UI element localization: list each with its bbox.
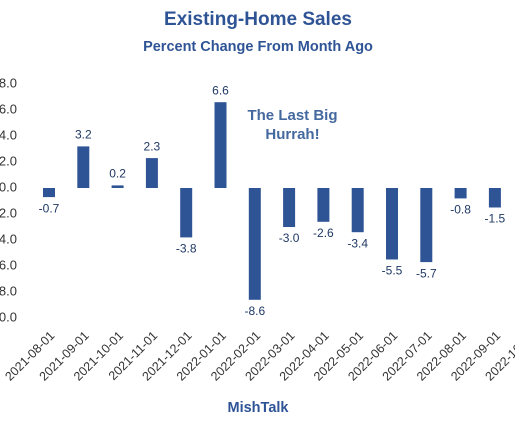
- bar: [488, 188, 501, 208]
- y-tick-label: 0.0: [0, 179, 17, 194]
- bar: [111, 185, 124, 188]
- data-label: -5.5: [382, 264, 403, 278]
- bar: [77, 146, 90, 188]
- bar: [386, 188, 398, 260]
- y-tick-label: -2.0: [0, 205, 17, 220]
- bar: [180, 188, 193, 238]
- annotation-box: The Last Big Hurrah!: [247, 107, 338, 143]
- data-label: -3.4: [347, 236, 368, 250]
- y-tick-label: -10.0: [0, 309, 17, 324]
- y-tick-label: -4.0: [0, 231, 17, 246]
- data-label: -2.6: [313, 226, 334, 240]
- data-label: -3.8: [176, 242, 197, 256]
- chart-subtitle: Percent Change From Month Ago: [143, 39, 373, 55]
- y-tick-label: 6.0: [0, 101, 17, 116]
- annotation: The Last Big Hurrah!: [247, 107, 338, 143]
- bar: [351, 188, 364, 233]
- bar: [214, 102, 227, 188]
- x-axis-label: MishTalk: [228, 400, 290, 416]
- y-tick-label: 8.0: [0, 75, 17, 90]
- bar: [283, 188, 296, 227]
- bar: [248, 188, 261, 300]
- data-label: -0.7: [39, 201, 60, 215]
- y-tick-label: 2.0: [0, 153, 17, 168]
- bar: [43, 188, 55, 198]
- data-label: -1.5: [485, 212, 506, 226]
- bar: [317, 188, 330, 222]
- y-tick-label: 4.0: [0, 127, 17, 142]
- chart-title: Existing-Home Sales: [164, 9, 352, 30]
- data-label: -0.8: [450, 203, 471, 217]
- bar: [420, 188, 433, 263]
- data-label: 2.3: [144, 139, 161, 153]
- bar: [145, 158, 158, 188]
- data-label: -8.6: [244, 304, 265, 318]
- data-label: 6.6: [212, 83, 229, 97]
- data-label: -5.7: [416, 266, 437, 280]
- data-label: 0.2: [109, 167, 126, 181]
- bar: [454, 188, 467, 199]
- y-tick-label: -6.0: [0, 257, 17, 272]
- y-tick-label: -8.0: [0, 283, 17, 298]
- data-label: 3.2: [75, 128, 92, 142]
- data-label: -3.0: [279, 231, 300, 245]
